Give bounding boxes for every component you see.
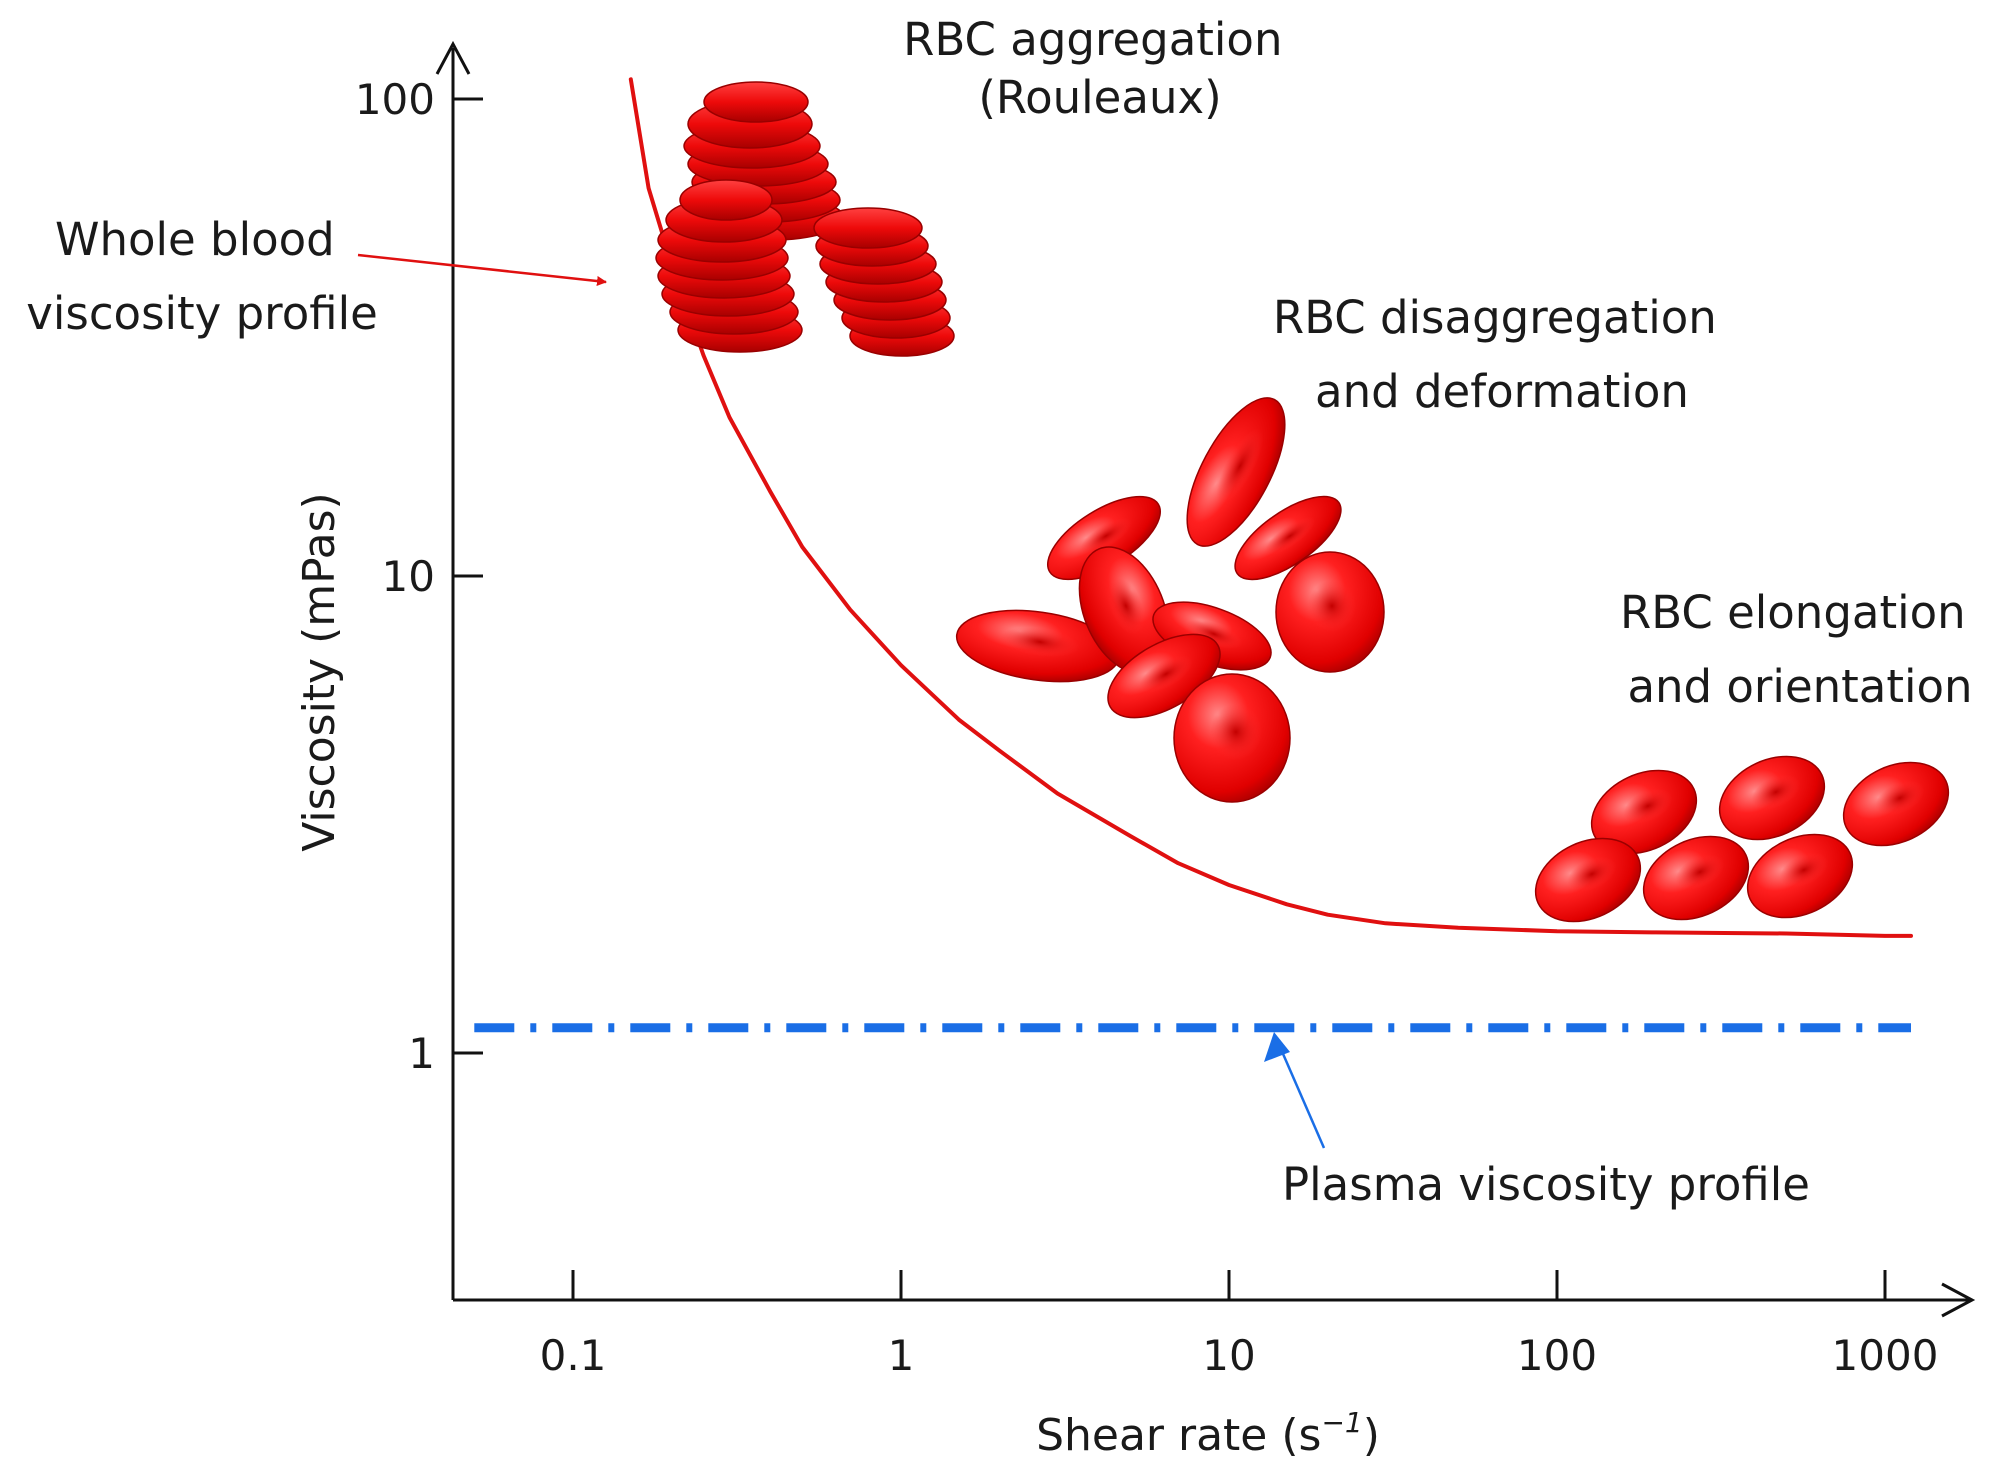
x-axis-title-suffix: ) bbox=[1363, 1410, 1380, 1461]
annotation-elongation-line1: RBC elongation bbox=[1620, 586, 1966, 639]
x-axis-title-text: Shear rate (s bbox=[1036, 1410, 1321, 1461]
rbc-disaggregation-illustration bbox=[955, 397, 1385, 803]
x-tick-label: 0.1 bbox=[540, 1331, 607, 1380]
annotation-disaggregation: RBC disaggregation and deformation bbox=[1273, 291, 1731, 418]
rbc-rouleaux-illustration bbox=[655, 81, 955, 357]
annotation-aggregation-line1: RBC aggregation bbox=[903, 13, 1282, 66]
whole-blood-arrow bbox=[357, 253, 607, 286]
rbc-cell bbox=[1718, 755, 1826, 841]
annotation-whole-blood-line2: viscosity profile bbox=[26, 287, 378, 340]
annotation-plasma: Plasma viscosity profile bbox=[1282, 1158, 1810, 1211]
rouleaux-stack-left bbox=[655, 179, 803, 353]
annotation-aggregation-line2: (Rouleaux) bbox=[978, 71, 1221, 124]
series-whole-blood-viscosity-line bbox=[628, 77, 1913, 938]
axes: 0.1 1 10 100 1000 1 10 100 bbox=[355, 40, 1976, 1380]
x-tick-label: 1 bbox=[888, 1331, 915, 1380]
annotation-disaggregation-line1: RBC disaggregation bbox=[1273, 291, 1717, 344]
rbc-cell bbox=[1842, 761, 1950, 847]
x-tick-label: 100 bbox=[1517, 1331, 1597, 1380]
annotation-whole-blood-line1: Whole blood bbox=[55, 213, 335, 266]
y-axis-title: Viscosity (mPas) bbox=[294, 492, 345, 851]
annotation-elongation-line2: and orientation bbox=[1627, 660, 1972, 713]
y-tick-label: 1 bbox=[408, 1029, 435, 1078]
annotation-aggregation: RBC aggregation (Rouleaux) bbox=[903, 13, 1297, 124]
rbc-cell bbox=[1173, 673, 1291, 803]
annotation-whole-blood: Whole blood viscosity profile bbox=[26, 213, 378, 340]
rbc-cell bbox=[1534, 837, 1642, 923]
x-tick-label: 1000 bbox=[1832, 1331, 1939, 1380]
rouleaux-stack-right bbox=[813, 207, 955, 357]
y-tick-label: 100 bbox=[355, 75, 435, 124]
rbc-cell bbox=[1078, 546, 1170, 674]
x-axis-arrowhead bbox=[1941, 1282, 1976, 1318]
y-tick-label: 10 bbox=[382, 552, 435, 601]
series-layer bbox=[474, 77, 1913, 1033]
annotation-disaggregation-line2: and deformation bbox=[1315, 365, 1689, 418]
rbc-cell bbox=[1046, 495, 1162, 581]
x-axis-title-exponent: −1 bbox=[1321, 1406, 1362, 1439]
x-tick-label: 10 bbox=[1202, 1331, 1255, 1380]
rbc-cell bbox=[955, 609, 1121, 683]
rbc-cell bbox=[1186, 397, 1286, 547]
plasma-arrow-shaft bbox=[1275, 1039, 1326, 1149]
rbc-cell bbox=[1275, 551, 1385, 673]
rbc-cell bbox=[1746, 833, 1854, 919]
annotation-elongation: RBC elongation and orientation bbox=[1620, 586, 1980, 713]
rbc-cell bbox=[1590, 769, 1698, 855]
y-axis-arrowhead bbox=[435, 40, 471, 75]
annotation-plasma-line1: Plasma viscosity profile bbox=[1282, 1158, 1810, 1211]
plasma-arrowhead bbox=[1264, 1032, 1290, 1062]
rbc-cell bbox=[1642, 835, 1750, 921]
rbc-elongation-illustration bbox=[1534, 755, 1950, 923]
rbc-cell bbox=[1107, 633, 1221, 719]
x-axis-title: Shear rate (s−1) bbox=[1036, 1406, 1380, 1461]
